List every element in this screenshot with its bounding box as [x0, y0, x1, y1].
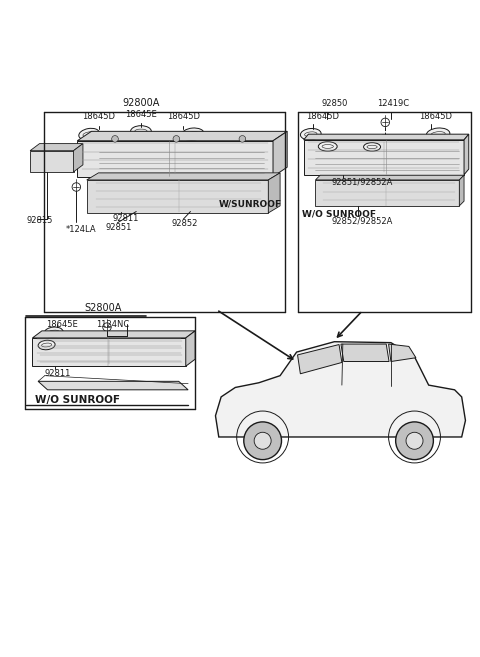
Circle shape: [244, 422, 281, 460]
Text: 92851/92852A: 92851/92852A: [332, 177, 393, 187]
Polygon shape: [30, 150, 73, 172]
Text: W/O SUNROOF: W/O SUNROOF: [35, 396, 120, 405]
Polygon shape: [304, 134, 469, 140]
Text: 92811: 92811: [44, 369, 71, 378]
Circle shape: [239, 135, 246, 142]
Text: 92852: 92852: [172, 219, 198, 228]
Text: 1124NC: 1124NC: [96, 320, 130, 329]
Circle shape: [396, 422, 433, 460]
Polygon shape: [87, 173, 280, 180]
Text: 92811: 92811: [113, 214, 139, 223]
Text: 18645E: 18645E: [46, 320, 77, 329]
Polygon shape: [38, 381, 188, 390]
Text: 92850: 92850: [321, 99, 348, 108]
Polygon shape: [389, 344, 416, 361]
Text: 92851: 92851: [106, 223, 132, 232]
Polygon shape: [341, 344, 389, 361]
Polygon shape: [315, 180, 459, 206]
Circle shape: [103, 323, 111, 331]
Circle shape: [72, 183, 81, 191]
Ellipse shape: [300, 129, 321, 140]
Text: 92852/92852A: 92852/92852A: [332, 216, 393, 225]
Polygon shape: [304, 140, 464, 175]
Ellipse shape: [44, 327, 63, 338]
Ellipse shape: [426, 128, 450, 141]
Ellipse shape: [318, 142, 337, 151]
Text: 18645D: 18645D: [419, 112, 452, 121]
Text: 92815: 92815: [27, 215, 53, 225]
Circle shape: [112, 135, 118, 142]
Polygon shape: [464, 134, 469, 175]
Circle shape: [406, 432, 423, 449]
Polygon shape: [273, 131, 287, 177]
Polygon shape: [77, 131, 287, 141]
Text: *124LA: *124LA: [65, 225, 96, 234]
Text: 18645D: 18645D: [306, 112, 339, 121]
Text: 12419C: 12419C: [377, 99, 409, 108]
Ellipse shape: [181, 128, 204, 141]
Polygon shape: [33, 331, 195, 338]
Text: 18645E: 18645E: [125, 110, 157, 119]
Text: 18645D: 18645D: [167, 112, 200, 121]
Circle shape: [173, 135, 180, 142]
Circle shape: [254, 432, 271, 449]
Ellipse shape: [79, 128, 99, 140]
Polygon shape: [268, 173, 280, 213]
Polygon shape: [315, 175, 464, 180]
Ellipse shape: [131, 125, 151, 137]
Polygon shape: [459, 175, 464, 206]
Polygon shape: [383, 134, 389, 137]
Text: 18645D: 18645D: [82, 112, 115, 121]
Polygon shape: [298, 344, 342, 374]
Polygon shape: [33, 338, 186, 366]
Polygon shape: [77, 141, 273, 177]
Polygon shape: [186, 331, 195, 366]
Polygon shape: [216, 342, 466, 437]
Ellipse shape: [363, 143, 381, 151]
Text: W/O SUNROOF: W/O SUNROOF: [302, 210, 376, 219]
Polygon shape: [30, 144, 83, 150]
Ellipse shape: [38, 340, 55, 350]
Polygon shape: [73, 144, 83, 172]
Text: S2800A: S2800A: [84, 303, 122, 313]
Text: W/SUNROOF: W/SUNROOF: [219, 200, 282, 208]
Text: 92800A: 92800A: [122, 98, 160, 108]
Polygon shape: [87, 180, 268, 213]
Circle shape: [381, 118, 389, 127]
